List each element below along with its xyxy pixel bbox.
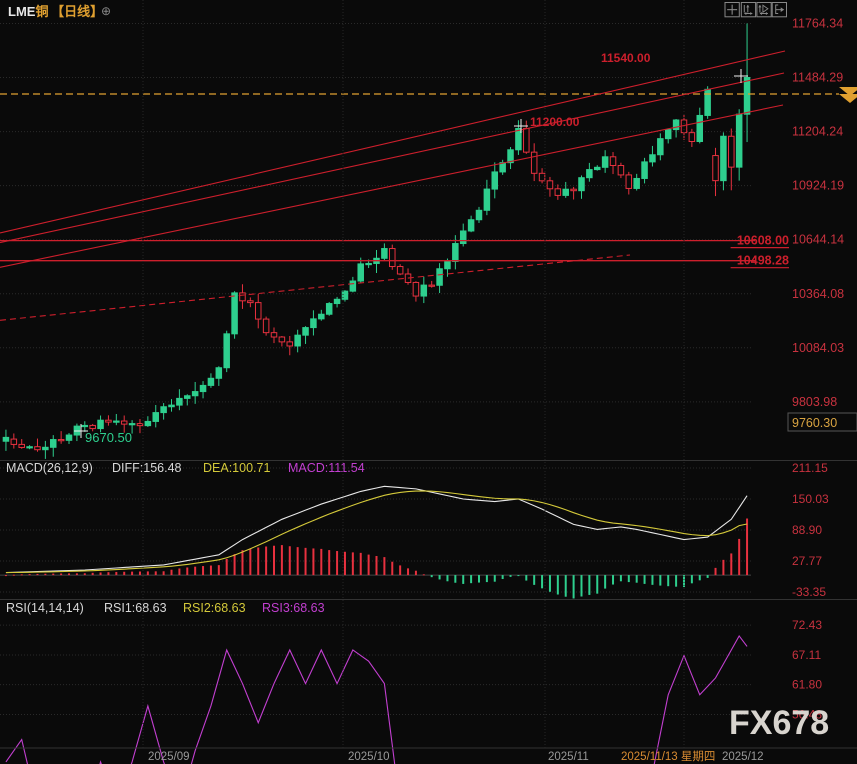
svg-text:2025/11/13 星期四: 2025/11/13 星期四 bbox=[621, 750, 715, 763]
svg-text:DEA:100.71: DEA:100.71 bbox=[203, 461, 270, 475]
svg-text:9803.98: 9803.98 bbox=[792, 395, 837, 409]
svg-text:MACD:111.54: MACD:111.54 bbox=[288, 461, 365, 475]
svg-text:-33.35: -33.35 bbox=[792, 585, 826, 599]
svg-text:RSI2:68.63: RSI2:68.63 bbox=[183, 601, 246, 615]
svg-text:11484.29: 11484.29 bbox=[792, 71, 843, 85]
svg-text:27.77: 27.77 bbox=[792, 554, 822, 568]
svg-text:9760.30: 9760.30 bbox=[792, 416, 837, 430]
svg-text:9670.50: 9670.50 bbox=[85, 430, 132, 445]
svg-text:10644.14: 10644.14 bbox=[792, 233, 844, 247]
svg-text:11204.24: 11204.24 bbox=[792, 125, 843, 139]
svg-text:11540.00: 11540.00 bbox=[601, 51, 651, 65]
svg-text:10924.19: 10924.19 bbox=[792, 179, 844, 193]
svg-text:10498.28: 10498.28 bbox=[737, 254, 789, 268]
svg-text:11764.34: 11764.34 bbox=[792, 16, 843, 30]
svg-text:2025/12: 2025/12 bbox=[722, 751, 764, 763]
svg-text:2025/10: 2025/10 bbox=[348, 751, 390, 763]
svg-text:61.80: 61.80 bbox=[792, 678, 822, 692]
svg-text:72.43: 72.43 bbox=[792, 618, 822, 632]
svg-text:DIFF:156.48: DIFF:156.48 bbox=[112, 461, 182, 475]
svg-text:RSI(14,14,14): RSI(14,14,14) bbox=[6, 601, 84, 615]
svg-text:MACD(26,12,9): MACD(26,12,9) bbox=[6, 461, 93, 475]
svg-text:150.03: 150.03 bbox=[792, 492, 829, 506]
svg-text:211.15: 211.15 bbox=[792, 461, 828, 475]
svg-text:FX678: FX678 bbox=[729, 704, 829, 742]
svg-text:10364.08: 10364.08 bbox=[792, 287, 844, 301]
svg-text:10608.00: 10608.00 bbox=[737, 234, 789, 248]
svg-text:2025/09: 2025/09 bbox=[148, 751, 190, 763]
svg-text:2025/11: 2025/11 bbox=[548, 751, 589, 763]
svg-text:10084.03: 10084.03 bbox=[792, 341, 844, 355]
svg-text:RSI1:68.63: RSI1:68.63 bbox=[104, 601, 167, 615]
svg-text:11200.00: 11200.00 bbox=[530, 115, 580, 129]
svg-text:88.90: 88.90 bbox=[792, 523, 822, 537]
svg-text:RSI3:68.63: RSI3:68.63 bbox=[262, 601, 325, 615]
svg-text:67.11: 67.11 bbox=[792, 648, 821, 662]
